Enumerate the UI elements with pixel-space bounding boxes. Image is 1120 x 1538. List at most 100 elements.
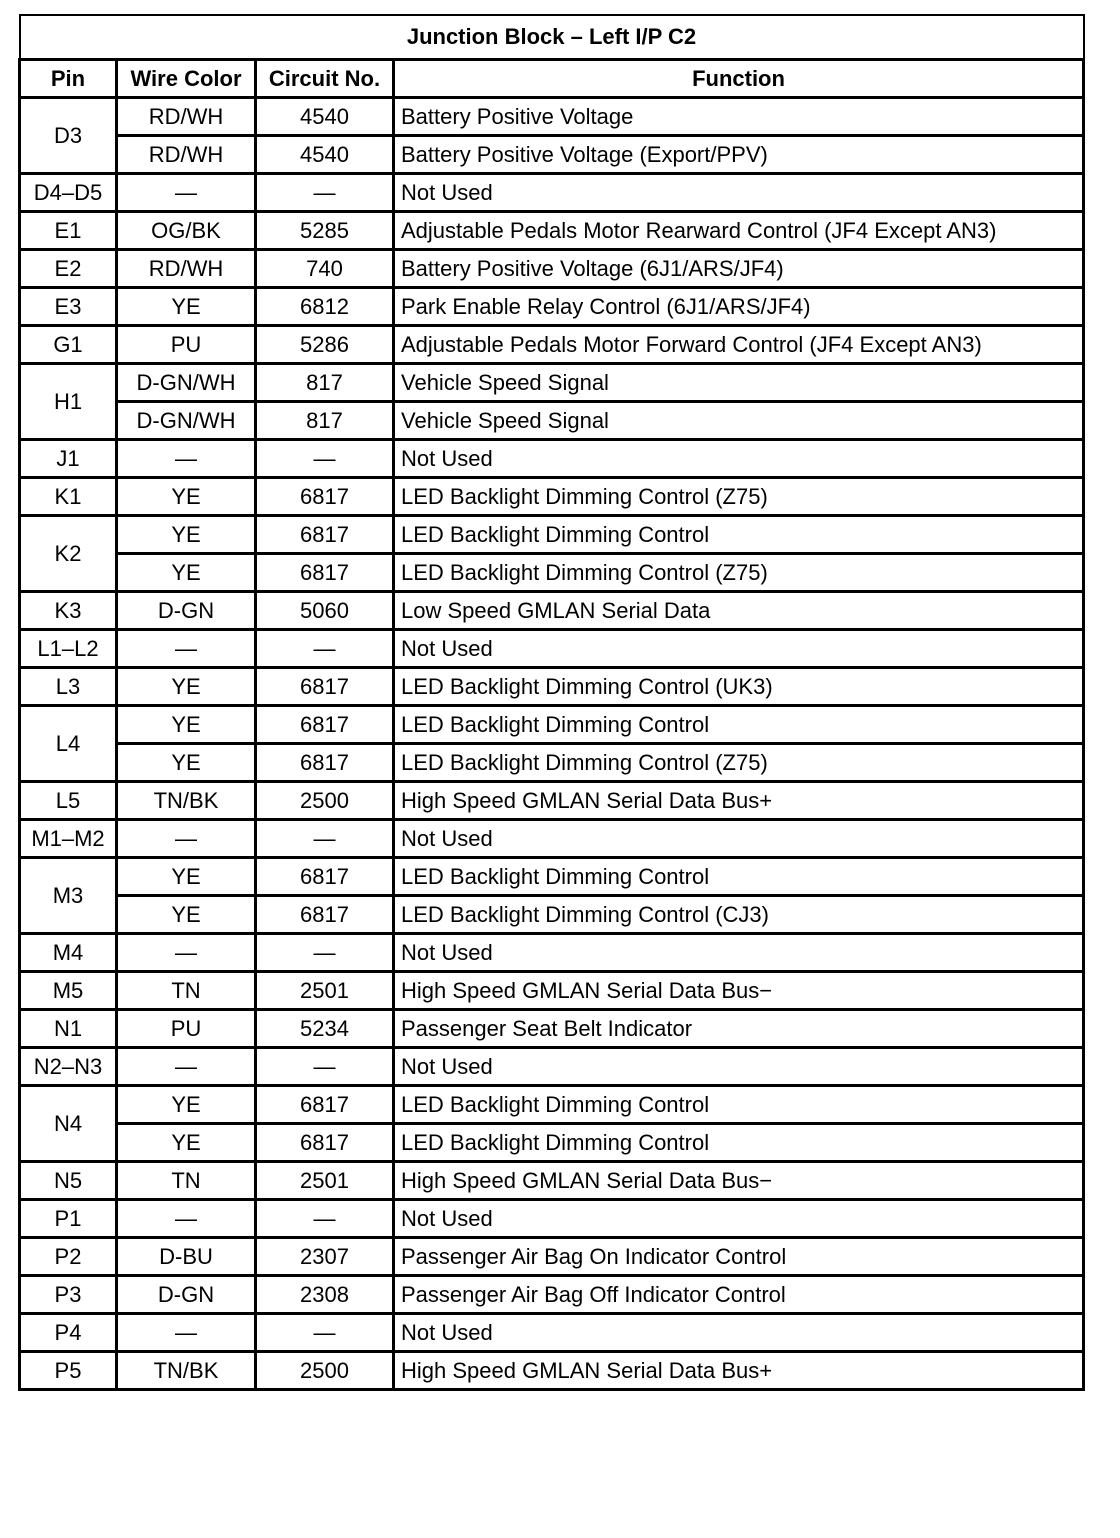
table-row: N5 TN 2501 High Speed GMLAN Serial Data Bus… (18, 1160, 1085, 1201)
wire-color-cell: — (115, 628, 257, 669)
wire-color-cell: YE (115, 742, 257, 783)
circuit-no-cell: 6817 (254, 476, 395, 517)
pin-cell: M3 (18, 856, 118, 935)
pin-cell: P5 (18, 1350, 118, 1391)
pin-cell: L5 (18, 780, 118, 821)
pin-cell: L4 (18, 704, 118, 783)
wire-color-cell: D-GN (115, 590, 257, 631)
circuit-no-cell: — (254, 438, 395, 479)
table-row: D3 RD/WH 4540 Battery Positive Voltage (18, 96, 1085, 175)
table-row: E3 YE 6812 Park Enable Relay Control (6J1/A… (18, 286, 1085, 327)
pin-cell: E2 (18, 248, 118, 289)
wire-color-cell: TN/BK (115, 1350, 257, 1391)
pin-cell: N1 (18, 1008, 118, 1049)
table-row: E2 RD/WH 740 Battery Positive Voltage (6J1/… (18, 248, 1085, 289)
circuit-no-cell: 2500 (254, 1350, 395, 1391)
pin-cell: K2 (18, 514, 118, 593)
table-row: YE 6817 LED Backlight Dimming Control (Z75… (20, 742, 1085, 783)
table-row: P3 D-GN 2308 Passenger Air Bag Off Indicato… (18, 1274, 1085, 1315)
pin-cell: M1–M2 (18, 818, 118, 859)
pin-cell: J1 (18, 438, 118, 479)
circuit-no-cell: 6817 (254, 856, 395, 897)
wire-color-cell: — (115, 932, 257, 973)
wire-color-cell: TN (115, 1160, 257, 1201)
wire-color-cell: PU (115, 324, 257, 365)
circuit-no-cell: 817 (254, 400, 395, 441)
circuit-no-cell: 2501 (254, 970, 395, 1011)
table-row: L5 TN/BK 2500 High Speed GMLAN Serial Data … (18, 780, 1085, 821)
function-cell: LED Backlight Dimming Control (392, 1122, 1085, 1163)
function-cell: Vehicle Speed Signal (392, 362, 1085, 403)
table-row: YE 6817 LED Backlight Dimming Control (CJ3… (20, 894, 1085, 935)
function-cell: LED Backlight Dimming Control (Z75) (392, 476, 1085, 517)
circuit-no-cell: — (254, 818, 395, 859)
wire-color-cell: — (115, 1198, 257, 1239)
circuit-no-cell: 2501 (254, 1160, 395, 1201)
wire-color-cell: D-GN/WH (115, 362, 257, 403)
wire-color-cell: — (115, 438, 257, 479)
function-cell: Not Used (392, 1312, 1085, 1353)
pin-cell: P4 (18, 1312, 118, 1353)
function-cell: LED Backlight Dimming Control (Z75) (392, 742, 1085, 783)
wire-color-cell: — (115, 1046, 257, 1087)
wire-color-cell: YE (115, 552, 257, 593)
pin-cell: H1 (18, 362, 118, 441)
circuit-no-cell: 5060 (254, 590, 395, 631)
circuit-no-cell: 5286 (254, 324, 395, 365)
function-cell: Passenger Seat Belt Indicator (392, 1008, 1085, 1049)
pin-cell: K1 (18, 476, 118, 517)
table-row: N2–N3— — Not Used (18, 1046, 1085, 1087)
wire-color-cell: YE (115, 514, 257, 555)
function-cell: Not Used (392, 1198, 1085, 1239)
table-row: M1–M2— — Not Used (18, 818, 1085, 859)
table-row: K2 YE 6817 LED Backlight Dimming Control (18, 514, 1085, 593)
function-cell: Passenger Air Bag Off Indicator Control (392, 1274, 1085, 1315)
wire-color-cell: — (115, 172, 257, 213)
function-cell: Adjustable Pedals Motor Forward Control … (392, 324, 1085, 365)
function-cell: LED Backlight Dimming Control (392, 856, 1085, 897)
pin-cell: P2 (18, 1236, 118, 1277)
table-row: H1 D-GN/WH 817 Vehicle Speed Signal (18, 362, 1085, 441)
table-row: P4— — Not Used (18, 1312, 1085, 1353)
wire-color-cell: YE (115, 1084, 257, 1125)
circuit-no-cell: — (254, 1312, 395, 1353)
function-cell: Not Used (392, 438, 1085, 479)
pin-cell: K3 (18, 590, 118, 631)
circuit-no-cell: 5285 (254, 210, 395, 251)
circuit-no-cell: 6817 (254, 1122, 395, 1163)
function-cell: LED Backlight Dimming Control (CJ3) (392, 894, 1085, 935)
wire-color-cell: YE (115, 476, 257, 517)
function-cell: LED Backlight Dimming Control (392, 514, 1085, 555)
circuit-no-cell: 6817 (254, 742, 395, 783)
table-body: D3 RD/WH 4540 Battery Positive Voltage RD/WH… (18, 96, 1085, 1391)
table-row: L4 YE 6817 LED Backlight Dimming Control (18, 704, 1085, 783)
function-cell: Battery Positive Voltage (392, 96, 1085, 137)
pin-cell: M5 (18, 970, 118, 1011)
pin-cell: E3 (18, 286, 118, 327)
table-row: L1–L2— — Not Used (18, 628, 1085, 669)
function-cell: High Speed GMLAN Serial Data Bus− (392, 1160, 1085, 1201)
wire-color-cell: YE (115, 286, 257, 327)
pin-cell: L1–L2 (18, 628, 118, 669)
function-cell: Not Used (392, 172, 1085, 213)
function-cell: LED Backlight Dimming Control (392, 704, 1085, 745)
wire-color-cell: — (115, 1312, 257, 1353)
table-row: M5 TN 2501 High Speed GMLAN Serial Data Bus… (18, 970, 1085, 1011)
pin-cell: L3 (18, 666, 118, 707)
table-row: D4–D5— — Not Used (18, 172, 1085, 213)
wire-color-cell: TN (115, 970, 257, 1011)
pin-cell: D3 (18, 96, 118, 175)
pin-cell: N5 (18, 1160, 118, 1201)
header-function: Function (392, 58, 1085, 99)
wire-color-cell: TN/BK (115, 780, 257, 821)
function-cell: Park Enable Relay Control (6J1/ARS/JF4) (392, 286, 1085, 327)
table-row: D-GN/WH 817 Vehicle Speed Signal (20, 400, 1085, 441)
function-cell: Not Used (392, 818, 1085, 859)
wire-color-cell: YE (115, 894, 257, 935)
pin-cell: P3 (18, 1274, 118, 1315)
wire-color-cell: D-BU (115, 1236, 257, 1277)
wire-color-cell: YE (115, 1122, 257, 1163)
table-row: N1 PU 5234 Passenger Seat Belt Indicator (18, 1008, 1085, 1049)
circuit-no-cell: 6817 (254, 552, 395, 593)
function-cell: High Speed GMLAN Serial Data Bus− (392, 970, 1085, 1011)
